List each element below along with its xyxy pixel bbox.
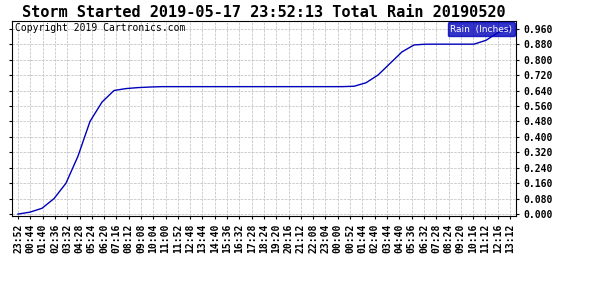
Title: Storm Started 2019-05-17 23:52:13 Total Rain 20190520: Storm Started 2019-05-17 23:52:13 Total … [22,5,506,20]
Text: Copyright 2019 Cartronics.com: Copyright 2019 Cartronics.com [14,23,185,33]
Legend: Rain  (Inches): Rain (Inches) [448,22,515,36]
